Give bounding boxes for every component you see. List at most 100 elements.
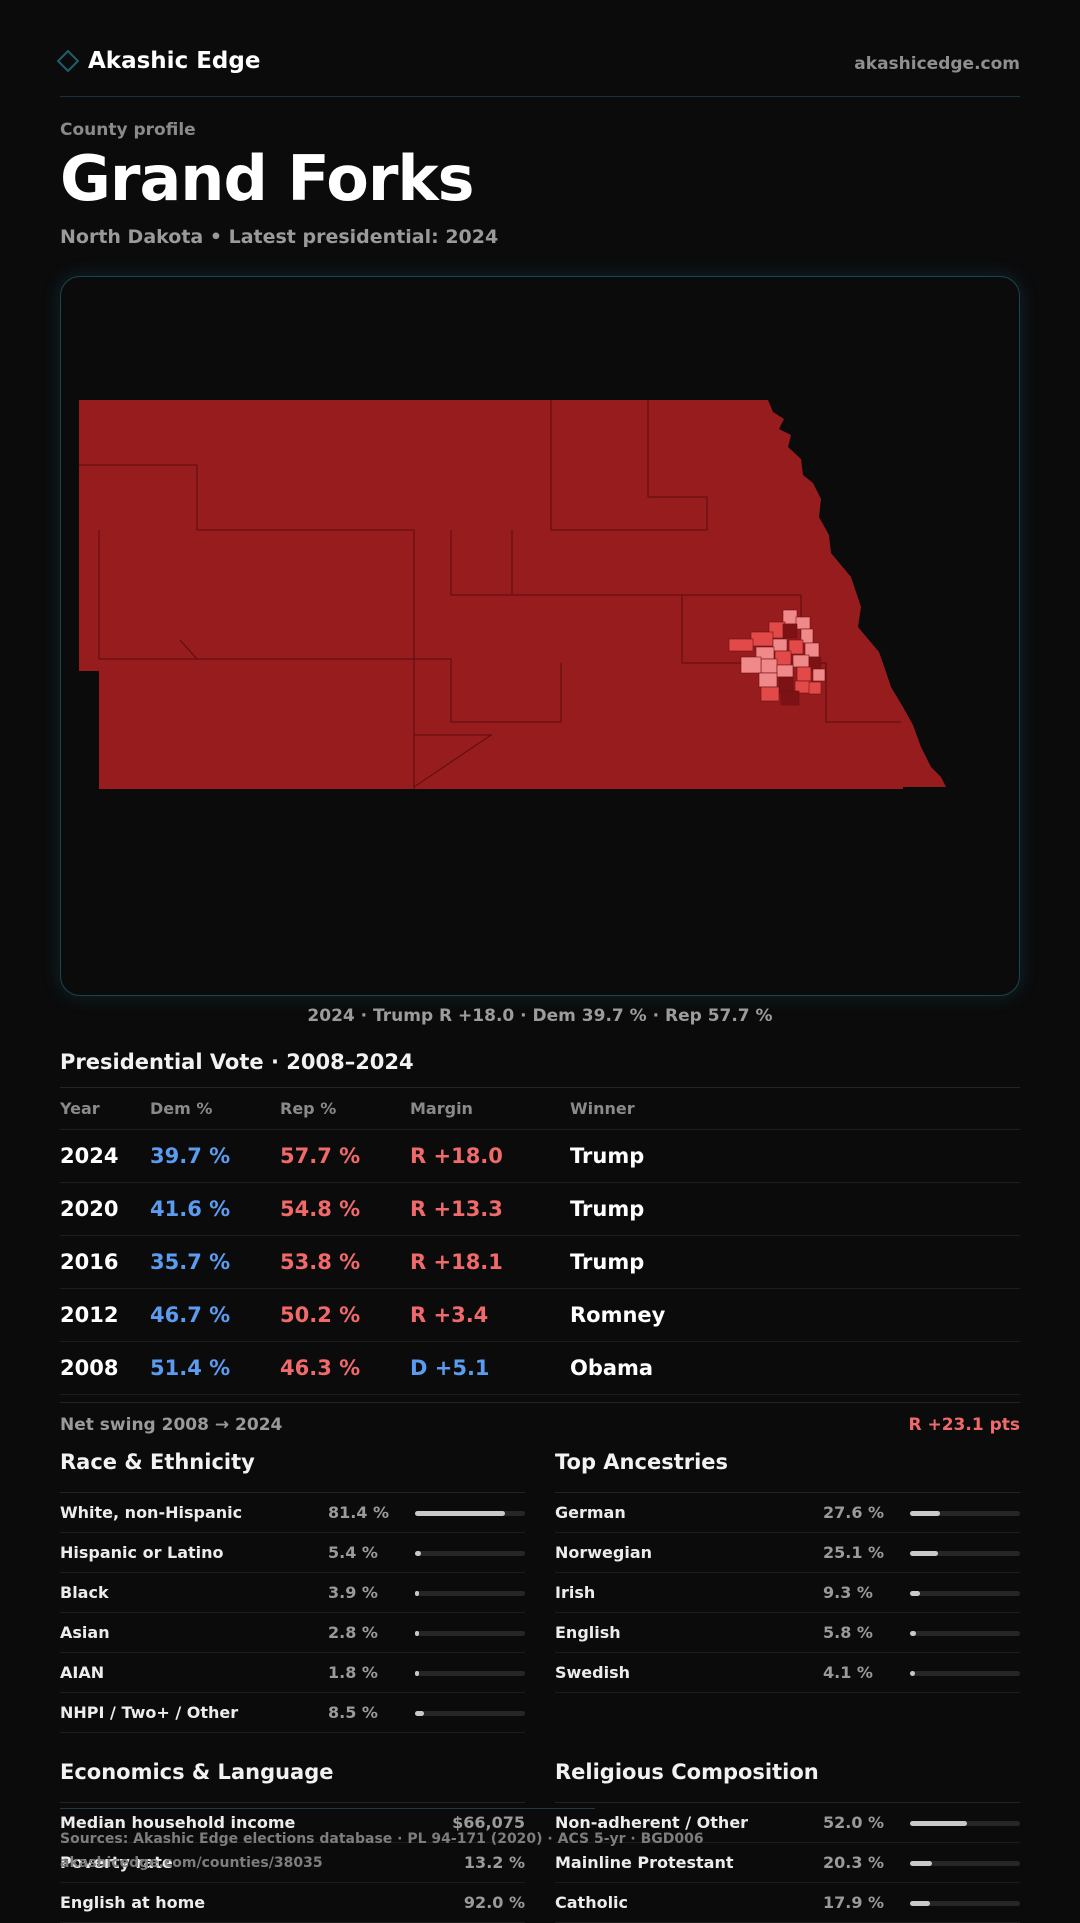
vote-row: 2016 35.7 % 53.8 % R +18.1 Trump xyxy=(60,1236,1020,1289)
header-winner[interactable]: Winner xyxy=(570,1099,635,1118)
religion-value: 52.0 % xyxy=(823,1813,885,1832)
site-link[interactable]: akashicedge.com xyxy=(854,54,1020,74)
page-kicker: County profile xyxy=(60,120,196,140)
map-city-precinct[interactable] xyxy=(782,623,798,639)
map-city-precinct[interactable] xyxy=(778,676,794,694)
economics-row: Median household income $66,075 xyxy=(60,1803,525,1843)
race-bar-fill xyxy=(415,1551,421,1556)
footer: Sources: Akashic Edge elections database… xyxy=(60,1808,704,1875)
header-dem[interactable]: Dem % xyxy=(150,1099,213,1118)
map-city-precinct[interactable] xyxy=(776,664,794,678)
ancestry-row: Swedish 4.1 % xyxy=(555,1653,1020,1693)
race-label: Black xyxy=(60,1583,109,1602)
net-swing-value: R +23.1 pts xyxy=(908,1415,1020,1435)
vote-dem-pct: 46.7 % xyxy=(150,1303,231,1327)
ancestry-bar-track xyxy=(910,1511,1020,1516)
brand-name: Akashic Edge xyxy=(88,48,261,74)
religion-title: Religious Composition xyxy=(555,1760,1020,1803)
race-row: NHPI / Two+ / Other 8.5 % xyxy=(60,1693,525,1733)
county-map[interactable] xyxy=(60,276,1020,996)
religion-label: Non-adherent / Other xyxy=(555,1813,749,1832)
race-row: AIAN 1.8 % xyxy=(60,1653,525,1693)
vote-row: 2008 51.4 % 46.3 % D +5.1 Obama xyxy=(60,1342,1020,1395)
economics-value: 13.2 % xyxy=(463,1853,525,1872)
map-city-precinct[interactable] xyxy=(812,668,826,682)
page-subtitle: North Dakota • Latest presidential: 2024 xyxy=(60,226,499,248)
vote-dem-pct: 41.6 % xyxy=(150,1197,231,1221)
economics-value: $66,075 xyxy=(452,1813,525,1832)
vote-row: 2024 39.7 % 57.7 % R +18.0 Trump xyxy=(60,1130,1020,1183)
map-city-precinct[interactable] xyxy=(796,666,812,682)
ancestry-row: Norwegian 25.1 % xyxy=(555,1533,1020,1573)
brand[interactable]: Akashic Edge xyxy=(56,48,261,74)
header-margin[interactable]: Margin xyxy=(410,1099,473,1118)
map-city-precinct[interactable] xyxy=(808,681,822,695)
map-city-precinct[interactable] xyxy=(788,639,804,655)
religion-bar-fill xyxy=(910,1861,933,1866)
religion-value: 20.3 % xyxy=(823,1853,885,1872)
economics-title: Economics & Language xyxy=(60,1760,525,1803)
race-row: Asian 2.8 % xyxy=(60,1613,525,1653)
vote-winner: Obama xyxy=(570,1356,654,1380)
top-bar: Akashic Edge akashicedge.com xyxy=(56,48,1020,97)
ancestry-bar-track xyxy=(910,1591,1020,1596)
religion-bar-track xyxy=(910,1901,1020,1906)
map-city-precinct[interactable] xyxy=(780,690,800,706)
header-year[interactable]: Year xyxy=(60,1099,100,1118)
map-city-precinct[interactable] xyxy=(760,686,780,702)
vote-row: 2020 41.6 % 54.8 % R +13.3 Trump xyxy=(60,1183,1020,1236)
ancestry-bar-fill xyxy=(910,1631,917,1636)
county-map-svg xyxy=(79,400,946,789)
religion-bar-track xyxy=(910,1821,1020,1826)
footer-sources: Sources: Akashic Edge elections database… xyxy=(60,1831,704,1847)
vote-margin: D +5.1 xyxy=(410,1356,490,1380)
religion-row: Mainline Protestant 20.3 % xyxy=(555,1843,1020,1883)
ancestry-bar-track xyxy=(910,1551,1020,1556)
religion-row: Non-adherent / Other 52.0 % xyxy=(555,1803,1020,1843)
race-value: 2.8 % xyxy=(328,1623,378,1642)
economics-value: 92.0 % xyxy=(463,1893,525,1912)
vote-rep-pct: 54.8 % xyxy=(280,1197,361,1221)
race-bar-track xyxy=(415,1711,525,1716)
map-city-precinct[interactable] xyxy=(740,656,762,674)
map-city-precinct[interactable] xyxy=(758,672,778,688)
map-city-precinct[interactable] xyxy=(795,616,811,630)
race-label: Hispanic or Latino xyxy=(60,1543,224,1562)
religion-label: Catholic xyxy=(555,1893,629,1912)
race-bar-track xyxy=(415,1591,525,1596)
race-row: Hispanic or Latino 5.4 % xyxy=(60,1533,525,1573)
race-bar-fill xyxy=(415,1511,505,1516)
race-title: Race & Ethnicity xyxy=(60,1450,525,1493)
map-city-precinct[interactable] xyxy=(760,658,778,674)
map-city-precinct[interactable] xyxy=(774,650,792,666)
vote-table: Year Dem % Rep % Margin Winner 2024 39.7 … xyxy=(60,1087,1020,1395)
vote-table-header: Year Dem % Rep % Margin Winner xyxy=(60,1088,1020,1130)
vote-dem-pct: 35.7 % xyxy=(150,1250,231,1274)
ancestry-value: 25.1 % xyxy=(823,1543,885,1562)
ancestry-row: English 5.8 % xyxy=(555,1613,1020,1653)
race-value: 1.8 % xyxy=(328,1663,378,1682)
ancestry-row: German 27.6 % xyxy=(555,1493,1020,1533)
religion-row: Catholic 17.9 % xyxy=(555,1883,1020,1923)
map-city-precinct[interactable] xyxy=(772,638,788,652)
ancestry-row: Irish 9.3 % xyxy=(555,1573,1020,1613)
ancestry-label: English xyxy=(555,1623,621,1642)
map-city-precinct[interactable] xyxy=(792,654,810,668)
map-city-precinct[interactable] xyxy=(750,631,774,647)
race-value: 8.5 % xyxy=(328,1703,378,1722)
race-row: Black 3.9 % xyxy=(60,1573,525,1613)
header-rep[interactable]: Rep % xyxy=(280,1099,337,1118)
race-bar-track xyxy=(415,1511,525,1516)
race-bar-fill xyxy=(415,1711,425,1716)
ancestry-bar-fill xyxy=(910,1591,921,1596)
ancestry-value: 9.3 % xyxy=(823,1583,873,1602)
ancestry-bar-fill xyxy=(910,1511,941,1516)
footer-url[interactable]: akashicedge.com/counties/38035 xyxy=(60,1855,323,1871)
map-city-precinct[interactable] xyxy=(728,638,754,652)
race-value: 81.4 % xyxy=(328,1503,390,1522)
ancestry-title: Top Ancestries xyxy=(555,1450,1020,1493)
race-value: 3.9 % xyxy=(328,1583,378,1602)
vote-margin: R +18.1 xyxy=(410,1250,503,1274)
ancestry-bar-track xyxy=(910,1671,1020,1676)
religion-value: 17.9 % xyxy=(823,1893,885,1912)
